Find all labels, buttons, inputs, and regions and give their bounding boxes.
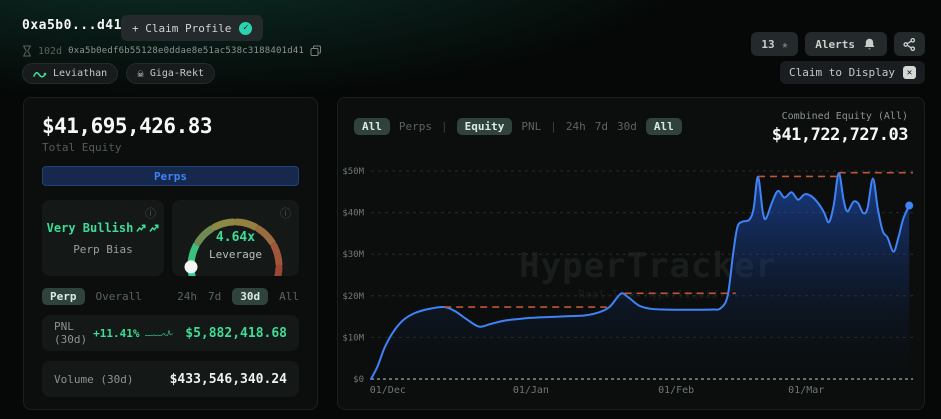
share-icon (903, 37, 916, 51)
claim-to-display-row: Claim to Display ✕ (780, 61, 925, 84)
tag-row: Leviathan ☠ Giga-Rekt (22, 63, 215, 84)
hourglass-icon (23, 45, 31, 57)
claim-to-display-label: Claim to Display (789, 66, 895, 79)
claim-to-display-button[interactable]: Claim to Display ✕ (780, 61, 925, 84)
equity-chart[interactable]: $0 $10M $20M $30M $40M $50M 01/Dec 01/Jan 01/Feb… (338, 98, 926, 411)
chart-tab-7d[interactable]: 7d (594, 120, 608, 133)
tab-30d[interactable]: 30d (232, 288, 269, 305)
address-row: 102d 0xa5b0edf6b55128e0ddae8e51ac538c318… (22, 45, 322, 57)
perp-bias-label: Perp Bias (73, 242, 133, 256)
summary-panel: $41,695,426.83 Total Equity Perps ⓘ Very… (23, 97, 318, 410)
volume-label: Volume (30d) (54, 372, 134, 386)
pnl-label: PNL (30d) (54, 320, 88, 346)
perp-bias-value: Very Bullish (46, 220, 134, 235)
chart-panel: All Perps | Equity PNL | 24h 7d 30d All … (337, 97, 925, 410)
pnl-sparkline (145, 330, 174, 337)
chart-tab-equity[interactable]: Equity (456, 118, 513, 135)
star-icon: ★ (781, 37, 789, 51)
svg-text:$20M: $20M (342, 292, 364, 302)
pnl-percent: +11.41% (93, 326, 140, 340)
skull-icon: ☠ (137, 67, 144, 80)
header-actions: 13 ★ Alerts (751, 32, 925, 56)
claim-profile-button[interactable]: + Claim Profile ✓ (121, 15, 264, 41)
alerts-button[interactable]: Alerts (805, 32, 887, 56)
close-icon[interactable]: ✕ (903, 66, 916, 79)
wallet-address: 0xa5b0edf6b55128e0ddae8e51ac538c3188401d… (68, 46, 305, 56)
leverage-card: ⓘ 4.64x Leverage (172, 200, 299, 290)
chart-tab-all-range[interactable]: All (645, 118, 682, 135)
chart-tab-30d[interactable]: 30d (617, 120, 637, 133)
combined-equity-label: Combined Equity (All) (781, 111, 908, 122)
tab-overall[interactable]: Overall (95, 290, 142, 303)
stats-tabs-row: Perp Overall 24h 7d 30d All (42, 288, 299, 305)
perps-button[interactable]: Perps (42, 166, 299, 186)
tab-divider: | (441, 120, 448, 133)
verified-check-icon: ✓ (239, 21, 253, 35)
combined-equity-block: Combined Equity (All) $41,722,727.03 (771, 111, 909, 145)
share-button[interactable] (894, 32, 925, 56)
leverage-label: Leverage (209, 248, 262, 261)
volume-value: $433,546,340.24 (169, 371, 287, 387)
tab-all[interactable]: All (279, 290, 299, 303)
stat-cards: ⓘ Very Bullish Perp Bias ⓘ (42, 200, 299, 290)
pnl-value: $5,882,418.68 (185, 325, 287, 341)
info-icon[interactable]: ⓘ (145, 207, 156, 220)
favorites-count: 13 (761, 37, 775, 51)
tab-24h[interactable]: 24h (177, 290, 197, 303)
svg-text:$0: $0 (353, 375, 364, 385)
chart-tab-all-assets[interactable]: All (354, 118, 390, 135)
bell-icon (864, 38, 875, 49)
chart-tab-pnl[interactable]: PNL (521, 120, 542, 133)
svg-text:$30M: $30M (342, 250, 364, 260)
claim-profile-label: + Claim Profile (132, 21, 232, 35)
trending-up-icon (149, 223, 159, 232)
leverage-value: 4.64x (215, 230, 256, 245)
snake-icon (33, 71, 47, 78)
chart-tab-24h[interactable]: 24h (565, 120, 586, 133)
perp-bias-card: ⓘ Very Bullish Perp Bias (42, 200, 164, 276)
account-age: 102d (38, 45, 63, 57)
chart-tab-perps[interactable]: Perps (398, 120, 432, 133)
svg-text:01/Feb: 01/Feb (658, 385, 694, 396)
svg-text:01/Dec: 01/Dec (370, 385, 406, 396)
chart-tabs: All Perps | Equity PNL | 24h 7d 30d All (354, 118, 682, 135)
copy-icon[interactable] (310, 45, 322, 57)
total-equity-label: Total Equity (42, 141, 122, 154)
tag-label: Giga-Rekt (149, 68, 204, 79)
tab-perp[interactable]: Perp (42, 288, 85, 305)
page-title: 0xa5b0...d41 (22, 18, 122, 33)
svg-text:01/Jan: 01/Jan (513, 385, 549, 396)
svg-text:$50M: $50M (342, 167, 364, 177)
svg-text:$10M: $10M (342, 333, 364, 343)
svg-text:$40M: $40M (342, 209, 364, 219)
tab-divider: | (550, 120, 557, 133)
tab-7d[interactable]: 7d (208, 290, 222, 303)
combined-equity-value: $41,722,727.03 (771, 125, 909, 145)
volume-row: Volume (30d) $433,546,340.24 (42, 361, 299, 397)
svg-text:01/Mar: 01/Mar (788, 385, 824, 396)
info-icon[interactable]: ⓘ (280, 207, 291, 220)
alerts-label: Alerts (815, 37, 855, 51)
pnl-row: PNL (30d) +11.41% $5,882,418.68 (42, 315, 299, 351)
chart-header: All Perps | Equity PNL | 24h 7d 30d All … (354, 111, 909, 145)
trending-up-icon (136, 223, 146, 232)
total-equity-value: $41,695,426.83 (42, 114, 213, 138)
tag-giga-rekt[interactable]: ☠ Giga-Rekt (126, 63, 215, 84)
tag-label: Leviathan (53, 68, 108, 79)
favorites-button[interactable]: 13 ★ (751, 32, 799, 56)
tag-leviathan[interactable]: Leviathan (22, 63, 119, 84)
